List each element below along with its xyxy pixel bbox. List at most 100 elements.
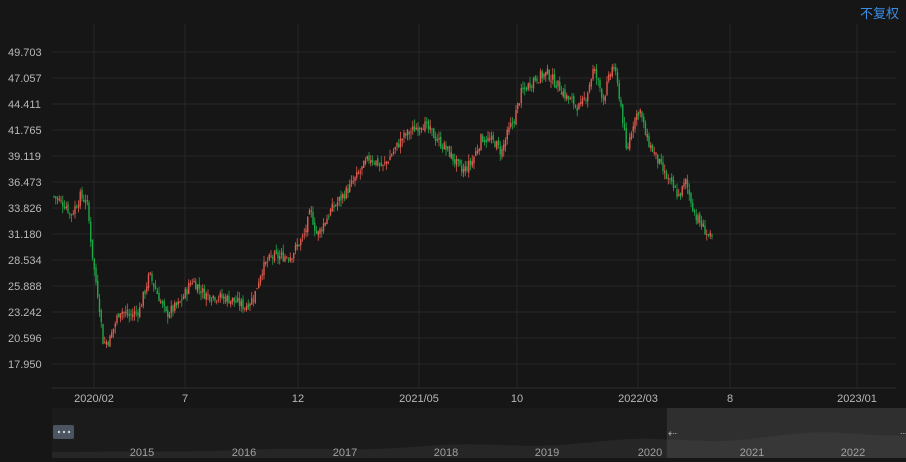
candle <box>650 142 652 152</box>
candle <box>609 72 612 80</box>
candle <box>520 83 522 109</box>
candle <box>79 188 81 210</box>
candle <box>699 211 701 227</box>
y-tick-label: 31.180 <box>8 229 42 241</box>
candle <box>569 96 571 100</box>
candle <box>576 104 578 117</box>
candle <box>564 84 566 102</box>
candle <box>480 133 482 151</box>
candle <box>496 140 498 151</box>
candle <box>581 95 584 107</box>
candle <box>102 323 104 345</box>
candle <box>685 178 687 190</box>
candle <box>340 190 342 208</box>
candle <box>585 97 587 104</box>
candle <box>165 306 167 313</box>
candle <box>538 81 540 84</box>
candle <box>231 297 234 305</box>
candle <box>333 201 335 212</box>
candle <box>602 93 605 106</box>
candle <box>254 290 256 305</box>
candle <box>541 69 543 83</box>
navigator-year-label: 2017 <box>333 447 357 459</box>
candle <box>210 297 213 306</box>
candle <box>245 302 248 312</box>
candle <box>613 63 615 72</box>
candle <box>81 186 83 202</box>
navigator-right-handle-icon[interactable]: ⇢ <box>900 428 906 440</box>
candle <box>567 95 570 104</box>
candle <box>265 261 267 267</box>
candle <box>261 269 263 281</box>
candle <box>133 306 136 321</box>
y-tick-label: 47.057 <box>8 73 42 85</box>
candle <box>125 305 127 317</box>
candle <box>548 69 550 82</box>
x-tick-label: 2021/05 <box>399 393 439 405</box>
candle <box>606 75 608 97</box>
candle <box>146 282 148 295</box>
candle <box>361 166 363 176</box>
candle <box>636 109 638 126</box>
candle <box>312 206 314 226</box>
candle <box>590 78 592 90</box>
price-adjust-toggle[interactable]: 不复权 <box>859 6 899 21</box>
candle <box>401 138 403 147</box>
candle <box>674 184 676 188</box>
candle <box>473 155 475 170</box>
candle <box>373 160 375 166</box>
candle <box>417 122 419 136</box>
candle <box>319 227 321 239</box>
candle <box>67 201 69 214</box>
candle <box>291 257 293 263</box>
candle <box>632 121 634 139</box>
candle <box>597 77 599 87</box>
candle <box>252 294 255 307</box>
candle <box>412 120 414 135</box>
candle <box>686 174 689 195</box>
y-tick-label: 41.765 <box>8 125 42 137</box>
candle <box>315 225 318 235</box>
candle <box>338 196 340 207</box>
candle <box>391 153 393 158</box>
candle <box>342 192 344 204</box>
candle <box>335 204 337 207</box>
candle <box>697 212 699 225</box>
candle <box>368 151 370 165</box>
candle <box>651 143 654 153</box>
candle <box>447 146 449 152</box>
candle <box>711 233 713 240</box>
candle <box>560 85 563 95</box>
candle <box>126 303 129 319</box>
candle <box>88 200 90 224</box>
candle <box>566 92 568 102</box>
candle <box>345 185 347 200</box>
candle <box>91 239 94 261</box>
candle <box>672 175 675 192</box>
candle <box>224 293 227 305</box>
candle <box>469 158 472 171</box>
candle <box>525 86 528 92</box>
candle <box>298 244 300 247</box>
candle <box>149 272 151 276</box>
candle <box>553 68 556 88</box>
navigator-selection[interactable] <box>666 408 906 458</box>
candle <box>331 198 333 212</box>
candle <box>118 313 120 318</box>
candle <box>144 289 146 299</box>
candle <box>702 219 704 228</box>
candle <box>53 195 55 199</box>
candle <box>130 309 132 321</box>
candle <box>321 226 323 238</box>
candle <box>524 82 526 96</box>
candle <box>142 291 144 309</box>
candle <box>518 102 521 107</box>
candle <box>637 111 640 120</box>
candle <box>349 179 351 193</box>
candle <box>459 158 461 167</box>
candle <box>235 295 237 304</box>
time-navigator[interactable]: ⇠ ⇢ 2015 2016 2017 2018 2019 2020 2021 2022 <box>52 408 906 459</box>
candle <box>387 160 389 165</box>
navigator-left-handle-icon[interactable]: ⇠ <box>668 428 677 440</box>
